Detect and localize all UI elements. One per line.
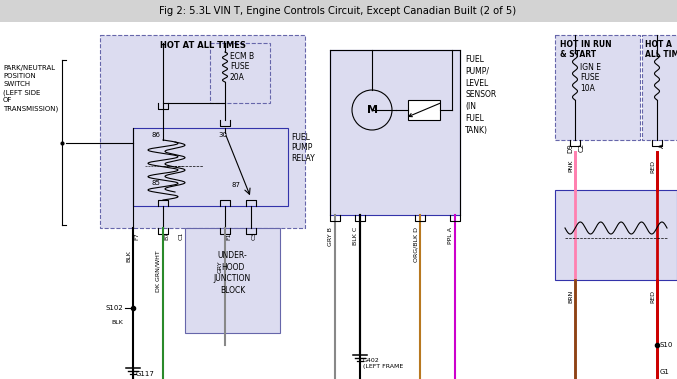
Text: Fig 2: 5.3L VIN T, Engine Controls Circuit, Except Canadian Built (2 of 5): Fig 2: 5.3L VIN T, Engine Controls Circu… [160,6,517,16]
Bar [100,35,305,228]
Text: GRY B: GRY B [328,227,333,246]
Text: C1: C1 [179,232,184,240]
Bar [185,228,280,333]
Text: 86: 86 [151,132,160,138]
Text: G117: G117 [136,371,155,377]
Text: IGN E
FUSE
10A: IGN E FUSE 10A [580,63,601,93]
Text: F7: F7 [134,232,139,240]
Bar [133,128,288,206]
Text: S10: S10 [660,342,674,348]
Text: BLK C: BLK C [353,227,358,245]
Text: C3: C3 [252,232,257,240]
Text: PPL A: PPL A [448,227,453,244]
Text: DK GRN/WHT: DK GRN/WHT [156,250,161,292]
Text: G1: G1 [660,369,670,375]
Text: RED: RED [650,290,655,303]
Text: FUEL
PUMP
RELAY: FUEL PUMP RELAY [291,133,315,163]
Text: BRN: BRN [568,290,573,303]
Text: ORG/BLK D: ORG/BLK D [413,227,418,262]
Text: HOT A
ALL TIM: HOT A ALL TIM [645,40,677,60]
Text: RED: RED [650,160,655,173]
Text: GRY: GRY [218,260,223,273]
Bar [0,0,677,22]
Text: 30: 30 [218,132,227,138]
Text: C2: C2 [579,143,585,152]
Text: FUEL
PUMP/
LEVEL
SENSOR
(IN
FUEL
TANK): FUEL PUMP/ LEVEL SENSOR (IN FUEL TANK) [465,55,496,135]
Text: G402
(LEFT FRAME: G402 (LEFT FRAME [363,358,403,369]
Text: M: M [366,105,378,115]
Bar [210,43,270,103]
Bar [642,35,677,140]
Text: 87: 87 [231,182,240,188]
Text: A: A [659,143,665,148]
Text: PARK/NEUTRAL
POSITION
SWITCH
(LEFT SIDE
OF
TRANSMISSION): PARK/NEUTRAL POSITION SWITCH (LEFT SIDE … [3,65,58,112]
Bar [555,35,640,140]
Text: ECM B
FUSE
20A: ECM B FUSE 20A [230,52,254,82]
Text: S102: S102 [105,305,123,311]
Text: UNDER-
HOOD
JUNCTION
BLOCK: UNDER- HOOD JUNCTION BLOCK [214,251,251,295]
Bar [0,22,677,32]
Text: HOT AT ALL TIMES: HOT AT ALL TIMES [160,41,246,50]
Text: D9: D9 [567,143,573,153]
Text: HOT IN RUN
& START: HOT IN RUN & START [560,40,611,60]
Text: PNK: PNK [568,160,573,172]
Bar [555,190,677,280]
Text: B7: B7 [164,232,169,240]
Text: 85: 85 [151,180,160,186]
Bar [408,100,440,120]
Text: BLK: BLK [126,250,131,262]
Bar [330,50,460,215]
Text: BLK: BLK [111,321,123,326]
Text: F1: F1 [226,232,231,240]
